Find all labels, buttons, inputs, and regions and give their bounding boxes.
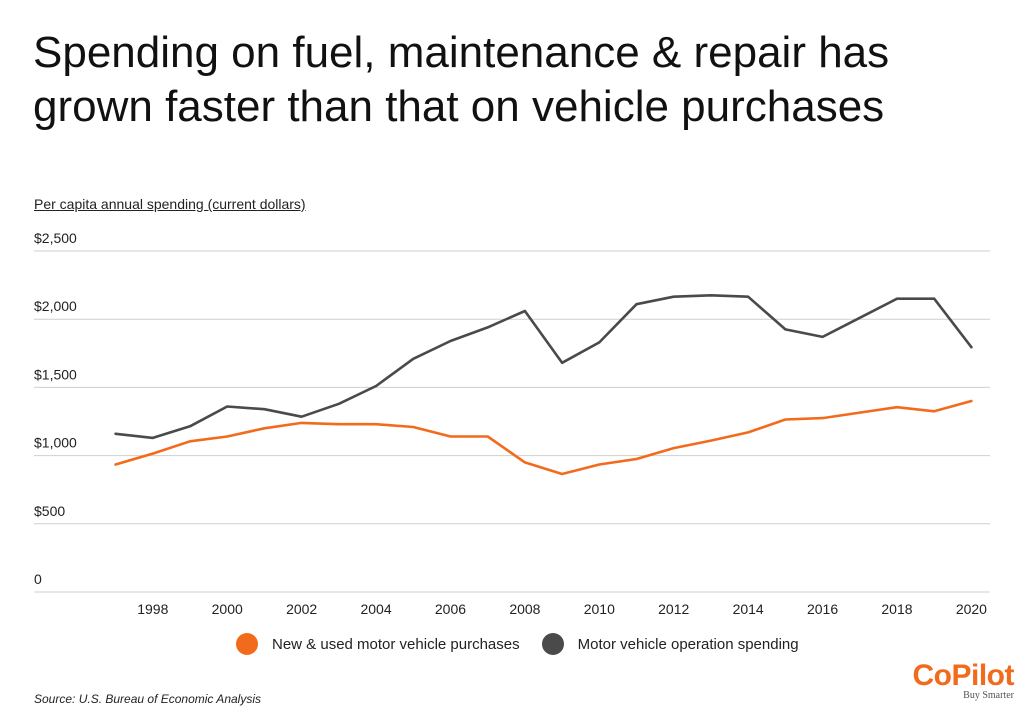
legend: New & used motor vehicle purchases Motor… <box>236 633 821 655</box>
brand-tagline: Buy Smarter <box>963 690 1014 701</box>
chart-title: Spending on fuel, maintenance & repair h… <box>33 28 890 131</box>
x-tick-label-2012: 2012 <box>658 601 689 617</box>
x-tick-label-2016: 2016 <box>807 601 838 617</box>
y-tick-label-2000: $2,000 <box>34 298 77 314</box>
x-tick-label-2014: 2014 <box>733 601 764 617</box>
y-tick-label-1000: $1,000 <box>34 435 77 451</box>
legend-item-operation: Motor vehicle operation spending <box>541 633 799 655</box>
y-axis-caption: Per capita annual spending (current doll… <box>34 196 306 212</box>
brand-name: CoPilot <box>912 659 1015 692</box>
x-tick-label-1998: 1998 <box>137 601 168 617</box>
x-tick-label-2018: 2018 <box>881 601 912 617</box>
x-tick-label-2006: 2006 <box>435 601 466 617</box>
x-tick-label-2020: 2020 <box>956 601 987 617</box>
brand-logo: CoPilot Buy Smarter <box>890 659 1015 702</box>
legend-label-operation: Motor vehicle operation spending <box>577 635 799 653</box>
legend-swatch-operation <box>541 633 564 655</box>
x-tick-label-2004: 2004 <box>360 601 391 617</box>
legend-item-purchases: New & used motor vehicle purchases <box>236 633 520 655</box>
source-note: Source: U.S. Bureau of Economic Analysis <box>34 692 261 706</box>
series-line-operation <box>114 293 973 440</box>
y-tick-label-500: $500 <box>34 503 65 519</box>
legend-label-purchases: New & used motor vehicle purchases <box>272 635 520 653</box>
y-tick-label-2500: $2,500 <box>34 230 77 246</box>
y-tick-label-0: 0 <box>34 571 42 587</box>
legend-swatch-purchases <box>236 633 258 655</box>
x-tick-label-2008: 2008 <box>509 601 540 617</box>
series-line-purchases <box>114 399 973 476</box>
y-tick-label-1500: $1,500 <box>34 366 77 382</box>
x-tick-label-2002: 2002 <box>286 601 317 617</box>
x-tick-label-2010: 2010 <box>584 601 615 617</box>
x-tick-label-2000: 2000 <box>212 601 243 617</box>
